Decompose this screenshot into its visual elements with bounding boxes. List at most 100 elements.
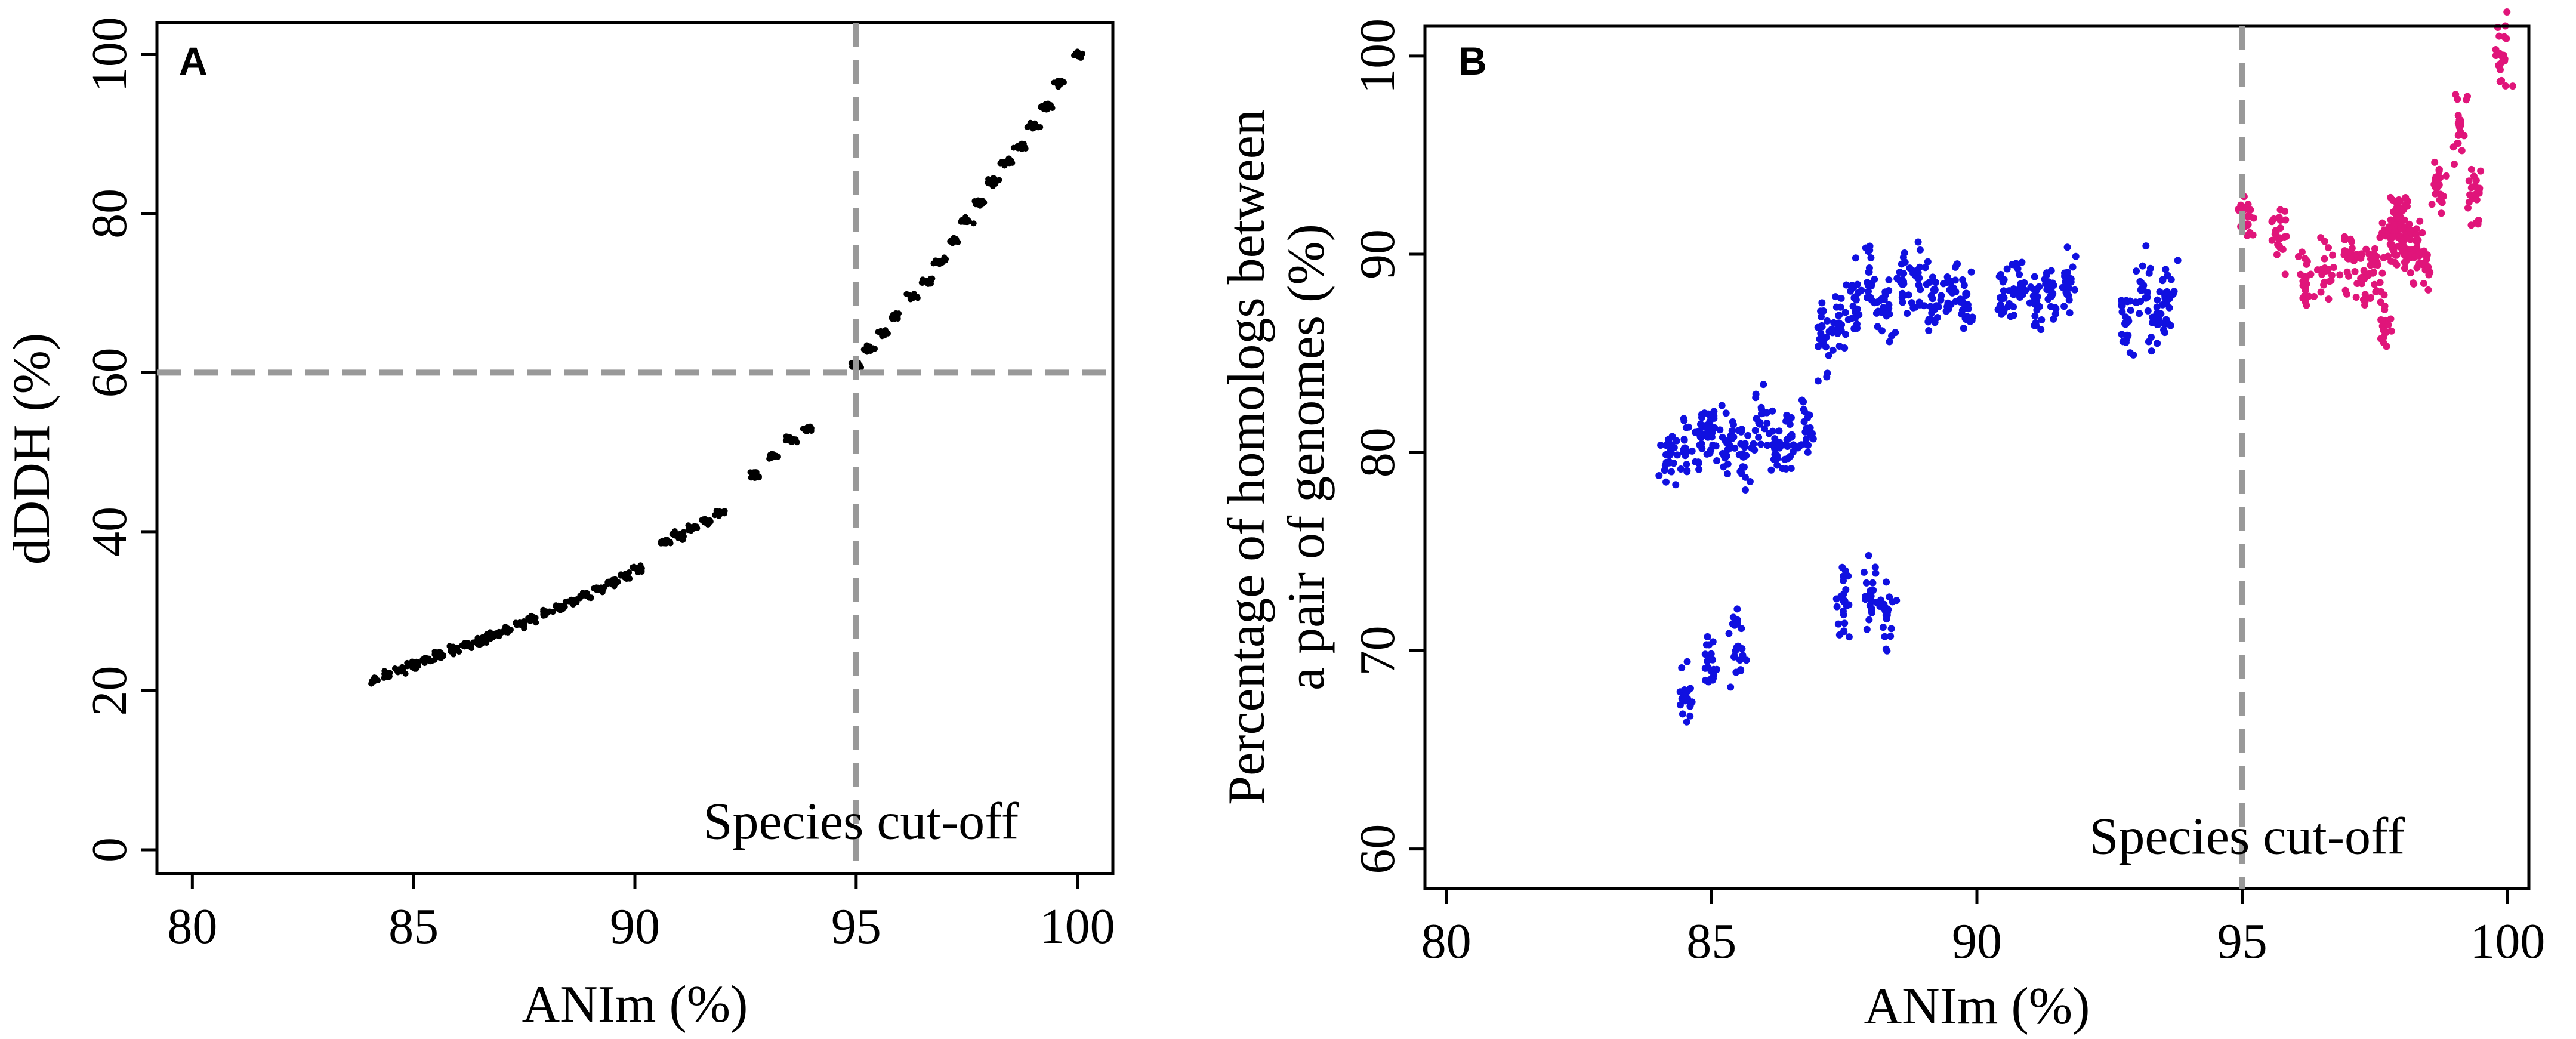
panel-b-data-point-cloud bbox=[2268, 218, 2276, 226]
panel-b-data-point-cloud bbox=[1712, 442, 1720, 450]
panel-b-data-point-cloud bbox=[2007, 313, 2014, 320]
panel-b-data-point-cloud bbox=[1809, 430, 1816, 437]
panel-b-y-axis-label-line1: Percentage of homologs between bbox=[1218, 109, 1276, 805]
panel-b-data-point-cloud bbox=[2360, 267, 2368, 275]
panel-b-data-point-cloud bbox=[1695, 465, 1703, 473]
panel-b-data-point-cloud bbox=[2159, 277, 2167, 285]
panel-b-data-point-cloud bbox=[2119, 338, 2127, 346]
panel-b-x-tick-label: 95 bbox=[2217, 914, 2268, 969]
panel-a-data-point-cloud bbox=[397, 668, 404, 674]
panel-b-data-point-cloud bbox=[2118, 301, 2125, 309]
panel-b-data-point-cloud bbox=[2336, 271, 2344, 279]
panel-b-data-point-cloud bbox=[2473, 196, 2481, 204]
panel-b-data-point-cloud bbox=[1880, 600, 1888, 608]
panel-b-data-point-cloud bbox=[1882, 645, 1890, 653]
panel-a-data-point-cloud bbox=[569, 598, 575, 605]
panel-b-data-point-cloud bbox=[1958, 310, 1966, 318]
panel-b-data-point-cloud bbox=[2037, 326, 2045, 334]
panel-b-data-point-cloud bbox=[1864, 294, 1871, 301]
panel-a-data-point-cloud bbox=[1005, 160, 1011, 167]
panel-b-data-point-cloud bbox=[1818, 323, 1826, 331]
panel-b-data-point-cloud bbox=[2071, 286, 2078, 294]
panel-b-data-point-cloud bbox=[2317, 288, 2325, 296]
panel-b-data-point-cloud bbox=[1959, 276, 1967, 283]
panel-b-data-point-cloud bbox=[2035, 303, 2043, 310]
panel-b-data-point-cloud bbox=[2301, 255, 2309, 263]
panel-b-data-point-cloud bbox=[2137, 279, 2145, 286]
panel-b-data-point-cloud bbox=[1886, 593, 1893, 601]
panel-a-y-tick-label: 0 bbox=[82, 837, 137, 862]
panel-b-data-point-cloud bbox=[1742, 452, 1750, 460]
panel-b-data-point-cloud bbox=[1761, 425, 1769, 433]
panel-a-data-point-cloud bbox=[625, 575, 631, 582]
panel-a-data-point-cloud bbox=[693, 523, 700, 530]
panel-b-data-point-cloud bbox=[1896, 269, 1904, 276]
panel-b-data-point-cloud bbox=[2324, 266, 2332, 273]
panel-a-plot-frame bbox=[155, 21, 1115, 875]
panel-b-data-point-cloud bbox=[1786, 433, 1794, 440]
panel-b: B 80 85 90 95 100 60 70 80 90 100 Species cut-of… bbox=[1218, 8, 2545, 1035]
panel-b-data-point-cloud bbox=[1888, 332, 1896, 340]
panel-b-data-point-cloud bbox=[2498, 58, 2506, 66]
panel-b-data-point-cloud bbox=[2321, 255, 2328, 263]
panel-b-data-point-cloud bbox=[2421, 251, 2429, 258]
panel-b-data-point-cloud bbox=[1784, 442, 1791, 450]
panel-b-data-point-cloud bbox=[2465, 177, 2473, 185]
panel-b-data-point-cloud bbox=[2130, 351, 2137, 359]
panel-b-data-point-cloud bbox=[1684, 695, 1692, 702]
panel-b-data-point-cloud bbox=[2387, 327, 2395, 335]
panel-b-data-point-cloud bbox=[1688, 447, 1696, 455]
panel-b-data-point-cloud bbox=[2244, 212, 2251, 220]
panel-b-data-point-cloud bbox=[2066, 309, 2074, 317]
panel-b-data-point-cloud bbox=[1704, 633, 1711, 640]
panel-b-data-point-cloud bbox=[1803, 435, 1810, 443]
panel-b-data-point-cloud bbox=[1769, 407, 1776, 415]
panel-b-data-point-cloud bbox=[2390, 221, 2398, 229]
panel-b-data-point-cloud bbox=[1830, 319, 1838, 326]
panel-b-data-point-cloud bbox=[1822, 343, 1830, 351]
panel-b-data-point-cloud bbox=[2378, 269, 2386, 277]
panel-a-data-point-cloud bbox=[903, 291, 910, 297]
panel-b-data-point-cloud bbox=[2370, 252, 2378, 260]
panel-b-data-point-cloud bbox=[2401, 216, 2408, 224]
panel-b-data-point-cloud bbox=[2416, 217, 2424, 225]
panel-a-data-point-cloud bbox=[976, 199, 982, 205]
panel-b-data-point-cloud bbox=[2062, 278, 2069, 286]
panel-b-data-point-cloud bbox=[2457, 118, 2464, 126]
panel-a-data-point-cloud bbox=[498, 630, 505, 636]
panel-b-data-point-cloud bbox=[2353, 280, 2361, 288]
panel-b-data-point-cloud bbox=[2044, 295, 2052, 303]
panel-b-data-point-cloud bbox=[2282, 232, 2290, 240]
panel-b-y-tick-label: 100 bbox=[1350, 19, 1405, 94]
panel-b-data-point-cloud bbox=[1995, 273, 2003, 280]
panel-a-data-point-cloud bbox=[770, 454, 776, 460]
panel-a-data-point-cloud bbox=[541, 608, 547, 615]
panel-b-data-point-cloud bbox=[1860, 568, 1868, 576]
panel-b-data-point-cloud bbox=[1732, 647, 1739, 655]
panel-b-data-point-cloud bbox=[1829, 346, 1837, 354]
panel-b-data-point-cloud bbox=[2303, 260, 2310, 268]
panel-b-data-point-cloud bbox=[1710, 408, 1718, 415]
panel-b-data-point-cloud bbox=[2027, 283, 2035, 291]
panel-b-data-point-cloud bbox=[2358, 250, 2365, 258]
panel-a-species-cutoff-label: Species cut-off bbox=[704, 793, 1019, 850]
panel-a-data-point-cloud bbox=[611, 579, 618, 585]
panel-b-data-point-cloud bbox=[1874, 307, 1882, 315]
panel-b-data-point-cloud bbox=[2380, 339, 2387, 347]
panel-b-data-point-cloud bbox=[1951, 276, 1959, 284]
panel-b-data-point-cloud bbox=[2310, 292, 2318, 300]
panel-b-data-point-cloud bbox=[2438, 209, 2445, 217]
panel-b-data-point-cloud bbox=[1899, 278, 1907, 286]
panel-b-data-point-cloud bbox=[1865, 551, 1872, 559]
panel-a-data-point-cloud bbox=[970, 220, 977, 227]
panel-a-data-point-cloud bbox=[997, 160, 1004, 167]
panel-b-data-point-cloud bbox=[1893, 275, 1901, 282]
panel-b-data-point-cloud bbox=[2453, 140, 2461, 147]
panel-b-species-cutoff-label: Species cut-off bbox=[2089, 808, 2405, 866]
panel-b-data-point-cloud bbox=[1704, 657, 1711, 665]
panel-b-data-point-cloud bbox=[2387, 315, 2395, 323]
panel-a-points bbox=[368, 48, 1085, 687]
panel-b-data-point-cloud bbox=[2440, 192, 2448, 200]
panel-b-data-point-cloud bbox=[1662, 442, 1670, 449]
panel-b-data-point-cloud bbox=[2401, 252, 2408, 260]
